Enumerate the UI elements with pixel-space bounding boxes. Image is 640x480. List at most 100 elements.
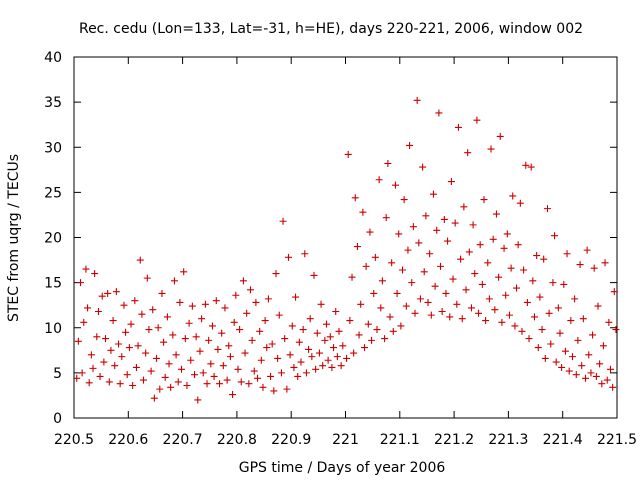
data-point bbox=[482, 317, 490, 325]
x-tick-label: 221.1 bbox=[380, 432, 420, 448]
data-point bbox=[435, 109, 443, 117]
data-point bbox=[118, 353, 126, 361]
plot-area: 220.5 220.6 220.7 220.8 220.9 221 221.1 221.2 22… bbox=[44, 50, 637, 448]
data-point bbox=[561, 347, 569, 355]
data-point bbox=[409, 223, 417, 231]
data-point bbox=[386, 313, 394, 321]
data-point bbox=[348, 273, 356, 281]
data-point bbox=[250, 367, 258, 375]
data-point bbox=[605, 318, 613, 326]
x-tick-label: 221 bbox=[332, 432, 359, 448]
y-tick-label: 10 bbox=[44, 321, 62, 337]
y-tick-label: 0 bbox=[53, 411, 62, 427]
data-point bbox=[192, 333, 200, 341]
data-point bbox=[134, 342, 142, 350]
data-point bbox=[89, 364, 97, 372]
data-point bbox=[263, 344, 271, 352]
data-point bbox=[136, 256, 144, 264]
data-point bbox=[256, 327, 264, 335]
data-point bbox=[502, 291, 510, 299]
y-tick-label: 40 bbox=[44, 50, 62, 66]
data-point bbox=[551, 232, 559, 240]
data-point bbox=[225, 342, 233, 350]
data-point bbox=[170, 277, 178, 285]
data-point bbox=[378, 277, 386, 285]
data-point bbox=[205, 336, 213, 344]
data-point bbox=[169, 331, 177, 339]
data-point bbox=[433, 226, 441, 234]
y-tick-label: 20 bbox=[44, 231, 62, 247]
data-point bbox=[547, 340, 555, 348]
data-point bbox=[598, 380, 606, 388]
data-point bbox=[82, 265, 90, 273]
data-point bbox=[594, 302, 602, 310]
data-point bbox=[132, 363, 140, 371]
data-point bbox=[454, 123, 462, 131]
data-point bbox=[391, 181, 399, 189]
data-point bbox=[288, 322, 296, 330]
data-point bbox=[507, 264, 515, 272]
data-point bbox=[370, 289, 378, 297]
data-point bbox=[163, 313, 171, 321]
data-point bbox=[160, 338, 168, 346]
data-point bbox=[582, 374, 590, 382]
data-point bbox=[264, 295, 272, 303]
data-point bbox=[529, 277, 537, 285]
data-point bbox=[487, 145, 495, 153]
data-point bbox=[306, 315, 314, 323]
data-point bbox=[165, 360, 173, 368]
data-point bbox=[429, 190, 437, 198]
data-point bbox=[520, 266, 528, 274]
data-point bbox=[464, 149, 472, 157]
data-point bbox=[424, 298, 432, 306]
data-point bbox=[541, 354, 549, 362]
data-point bbox=[364, 320, 372, 328]
data-point bbox=[122, 328, 130, 336]
data-point bbox=[373, 326, 381, 334]
data-point bbox=[254, 374, 262, 382]
data-point bbox=[199, 369, 207, 377]
data-point bbox=[129, 382, 137, 390]
data-point bbox=[554, 304, 562, 312]
data-point bbox=[368, 336, 376, 344]
data-point bbox=[322, 320, 330, 328]
data-point bbox=[558, 363, 566, 371]
data-point bbox=[219, 362, 227, 370]
data-point bbox=[267, 372, 275, 380]
data-point bbox=[149, 306, 157, 314]
data-point bbox=[156, 385, 164, 393]
data-point bbox=[384, 159, 392, 167]
data-point bbox=[279, 217, 287, 225]
data-point bbox=[389, 327, 397, 335]
data-point bbox=[257, 356, 265, 364]
chart-title: Rec. cedu (Lon=133, Lat=-31, h=HE), days… bbox=[79, 21, 583, 37]
data-point bbox=[491, 306, 499, 314]
data-point bbox=[299, 326, 307, 334]
data-point bbox=[84, 304, 92, 312]
data-point bbox=[610, 288, 618, 296]
x-tick-label: 220.8 bbox=[217, 432, 257, 448]
data-point bbox=[467, 304, 475, 312]
data-point bbox=[234, 365, 242, 373]
data-point bbox=[400, 196, 408, 204]
data-point bbox=[549, 279, 557, 287]
data-point bbox=[120, 301, 128, 309]
data-point bbox=[91, 270, 99, 278]
data-point bbox=[330, 344, 338, 352]
y-tick-label: 5 bbox=[53, 366, 62, 382]
data-point bbox=[592, 372, 600, 380]
data-point bbox=[125, 344, 133, 352]
data-point bbox=[518, 327, 526, 335]
data-point bbox=[77, 279, 85, 287]
data-point bbox=[446, 313, 454, 321]
data-point bbox=[98, 292, 106, 300]
x-tick-label: 220.6 bbox=[108, 432, 148, 448]
data-point bbox=[357, 300, 365, 308]
data-point bbox=[203, 380, 211, 388]
data-point bbox=[552, 358, 560, 366]
data-point bbox=[131, 297, 139, 305]
data-point bbox=[109, 317, 117, 325]
data-point bbox=[397, 322, 405, 330]
data-point bbox=[522, 161, 530, 169]
data-point bbox=[218, 329, 226, 337]
